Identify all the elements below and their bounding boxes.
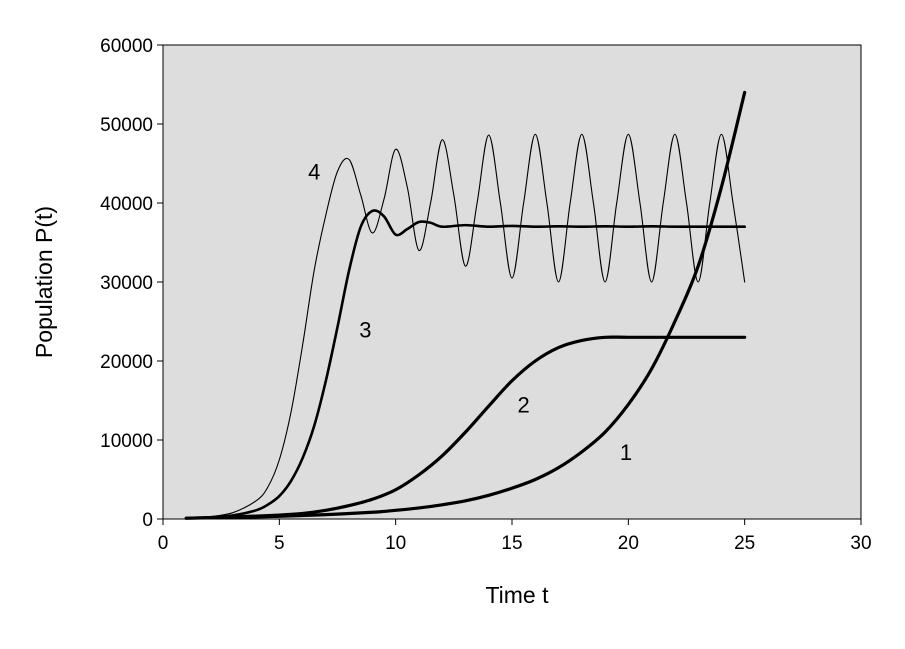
y-tick-label: 10000	[100, 431, 153, 452]
x-tick-label: 30	[850, 533, 871, 554]
series-line-3	[184, 209, 746, 520]
x-tick-label: 15	[501, 533, 522, 554]
series-layer	[184, 90, 747, 520]
y-tick-label: 30000	[100, 273, 153, 294]
y-tick-label: 40000	[100, 194, 153, 215]
y-axis-title: Population P(t)	[31, 206, 57, 358]
x-axis-title: Time t	[485, 582, 549, 608]
series-label-layer: 1 2 3 4	[308, 159, 632, 464]
x-tick-label: 20	[618, 533, 639, 554]
axis-layer: 0 5 10 15 20 25 30 0 10000 20000 30000 40000 50000 60…	[100, 36, 871, 554]
y-tick-label: 60000	[100, 36, 153, 57]
series-label-1: 1	[620, 440, 632, 465]
plot-area	[162, 44, 862, 520]
y-tick-label: 50000	[100, 115, 153, 136]
x-tick-label: 5	[274, 533, 285, 554]
series-line-4	[185, 133, 746, 519]
series-label-4: 4	[308, 159, 320, 184]
x-tick-label: 10	[385, 533, 406, 554]
series-line-1	[184, 90, 747, 520]
series-label-3: 3	[359, 317, 371, 342]
x-tick-label: 0	[158, 533, 169, 554]
series-label-2: 2	[518, 392, 530, 417]
y-tick-label: 0	[142, 510, 153, 531]
x-tick-label: 25	[734, 533, 755, 554]
series-line-2	[184, 335, 747, 520]
y-tick-label: 20000	[100, 352, 153, 373]
